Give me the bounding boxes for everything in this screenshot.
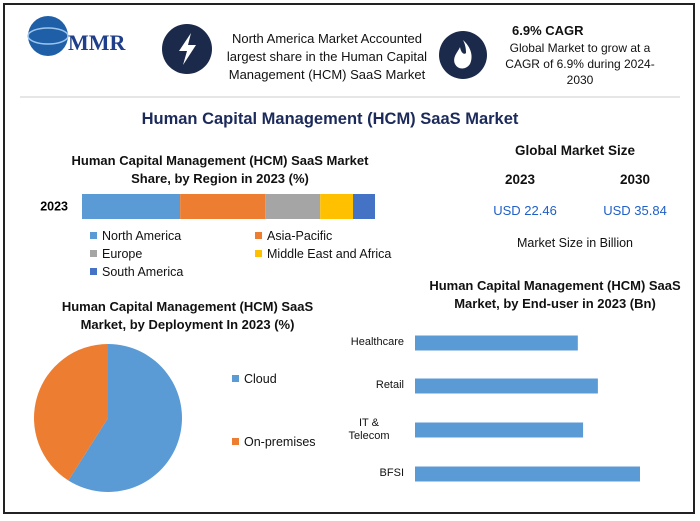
market-size-title: Global Market Size [514,143,636,158]
legend-swatch [255,232,262,239]
bar [415,422,584,438]
legend-swatch [90,268,97,275]
legend-item: Middle East and Africa [255,247,391,261]
category-label: BFSI [379,467,404,479]
chart-title: Human Capital Management (HCM) SaaS Mark… [61,299,314,332]
legend-item: On-premises [232,435,316,449]
legend-swatch [232,438,239,445]
bar-segment [82,194,181,219]
cagr-text: Global Market to grow at a CAGR of 6.9% … [505,41,655,87]
main-title: Human Capital Management (HCM) SaaS Mark… [141,110,519,128]
legend-label: North America [102,229,182,243]
legend-swatch [232,375,239,382]
legend-item: South America [90,265,183,279]
legend-label: Cloud [244,372,277,386]
category-label: IT & Telecom [348,417,390,442]
chart-title: Human Capital Management (HCM) SaaS Mark… [71,153,369,186]
category-label: 2023 [40,200,68,214]
cagr-title: 6.9% CAGR [512,23,584,38]
chart-title: Human Capital Management (HCM) SaaS Mark… [429,278,681,311]
bar-segment [180,194,266,219]
highlight: North America Market Accounted largest s… [226,31,428,82]
logo-orbit [27,27,69,45]
bolt [179,33,196,65]
pie-slice [68,344,183,492]
category-label: Retail [375,379,404,391]
legend-label: On-premises [244,435,316,449]
bar-segment [320,194,354,219]
legend-label: Middle East and Africa [267,247,392,261]
bar-segment [353,194,375,219]
bar [415,378,598,394]
legend-item: Europe [90,247,142,261]
flame [454,40,472,69]
frame [3,3,695,514]
year: 2030 [619,172,651,187]
bar-segment [265,194,321,219]
legend-label: Asia-Pacific [267,229,333,243]
legend-swatch [90,250,97,257]
legend-label: Europe [102,247,143,261]
legend-item: Asia-Pacific [255,229,332,243]
year: 2023 [504,172,536,187]
market-value: USD 35.84 [603,203,667,218]
legend-swatch [255,250,262,257]
legend-item: North America [90,229,181,243]
category-label: Healthcare [350,336,404,348]
legend-label: South America [102,265,184,279]
logo-globe [28,16,68,56]
legend-item: Cloud [232,372,277,386]
market-note: Market Size in Billion [516,236,633,250]
bar [415,335,578,351]
logo: MMR [68,30,126,55]
legend-swatch [90,232,97,239]
pie-slice [34,344,108,481]
bar [415,466,640,482]
market-value: USD 22.46 [493,203,557,218]
